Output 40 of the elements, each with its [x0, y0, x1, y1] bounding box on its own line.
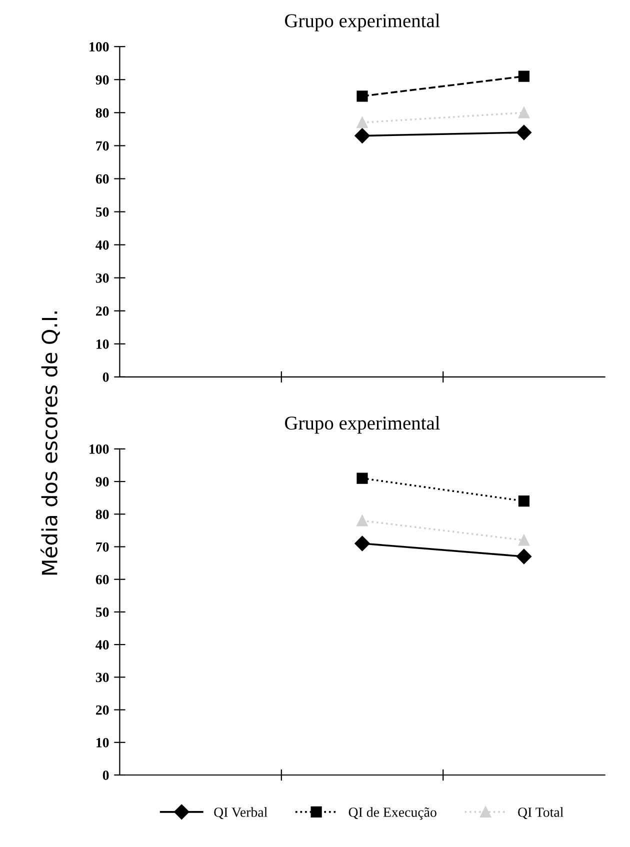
- y-tick-label: 30: [96, 672, 109, 682]
- point: [516, 124, 532, 140]
- y-tick-label: 30: [96, 273, 109, 283]
- y-tick-label: 50: [96, 207, 109, 217]
- y-tick-label: 0: [102, 372, 109, 382]
- y-tick-label: 20: [96, 705, 109, 715]
- point: [516, 548, 532, 564]
- y-tick-label: 90: [96, 75, 109, 85]
- y-tick-label: 40: [96, 640, 109, 650]
- point: [518, 496, 530, 507]
- legend-label: QI Verbal: [214, 807, 268, 820]
- y-tick-label: 10: [96, 339, 109, 349]
- y-tick-label: 60: [96, 174, 109, 184]
- point: [518, 70, 530, 82]
- legend-label: QI de Execução: [348, 807, 436, 820]
- chart-title: Grupo experimental: [285, 14, 440, 32]
- y-tick-label: 40: [96, 240, 109, 250]
- point: [356, 472, 368, 484]
- y-axis-title: Média dos escores de Q.I.: [40, 312, 60, 575]
- y-tick-label: 90: [96, 477, 109, 486]
- y-tick-label: 20: [96, 306, 109, 316]
- y-tick-label: 100: [90, 444, 109, 454]
- y-tick-label: 50: [96, 608, 109, 617]
- y-tick-label: 70: [96, 141, 109, 151]
- point: [354, 536, 370, 552]
- y-tick-label: 10: [96, 738, 109, 748]
- y-tick-label: 60: [96, 574, 109, 584]
- y-tick-label: 80: [96, 108, 109, 118]
- y-tick-label: 70: [96, 542, 109, 552]
- chart-title: Grupo experimental: [285, 416, 440, 434]
- point: [518, 107, 530, 118]
- point: [356, 90, 368, 102]
- point: [356, 515, 368, 526]
- point: [356, 117, 368, 128]
- point: [518, 534, 530, 546]
- legend-label: QI Total: [518, 807, 564, 820]
- y-tick-label: 0: [102, 770, 109, 780]
- y-tick-label: 80: [96, 510, 109, 520]
- point: [354, 128, 370, 144]
- y-tick-label: 100: [90, 42, 109, 52]
